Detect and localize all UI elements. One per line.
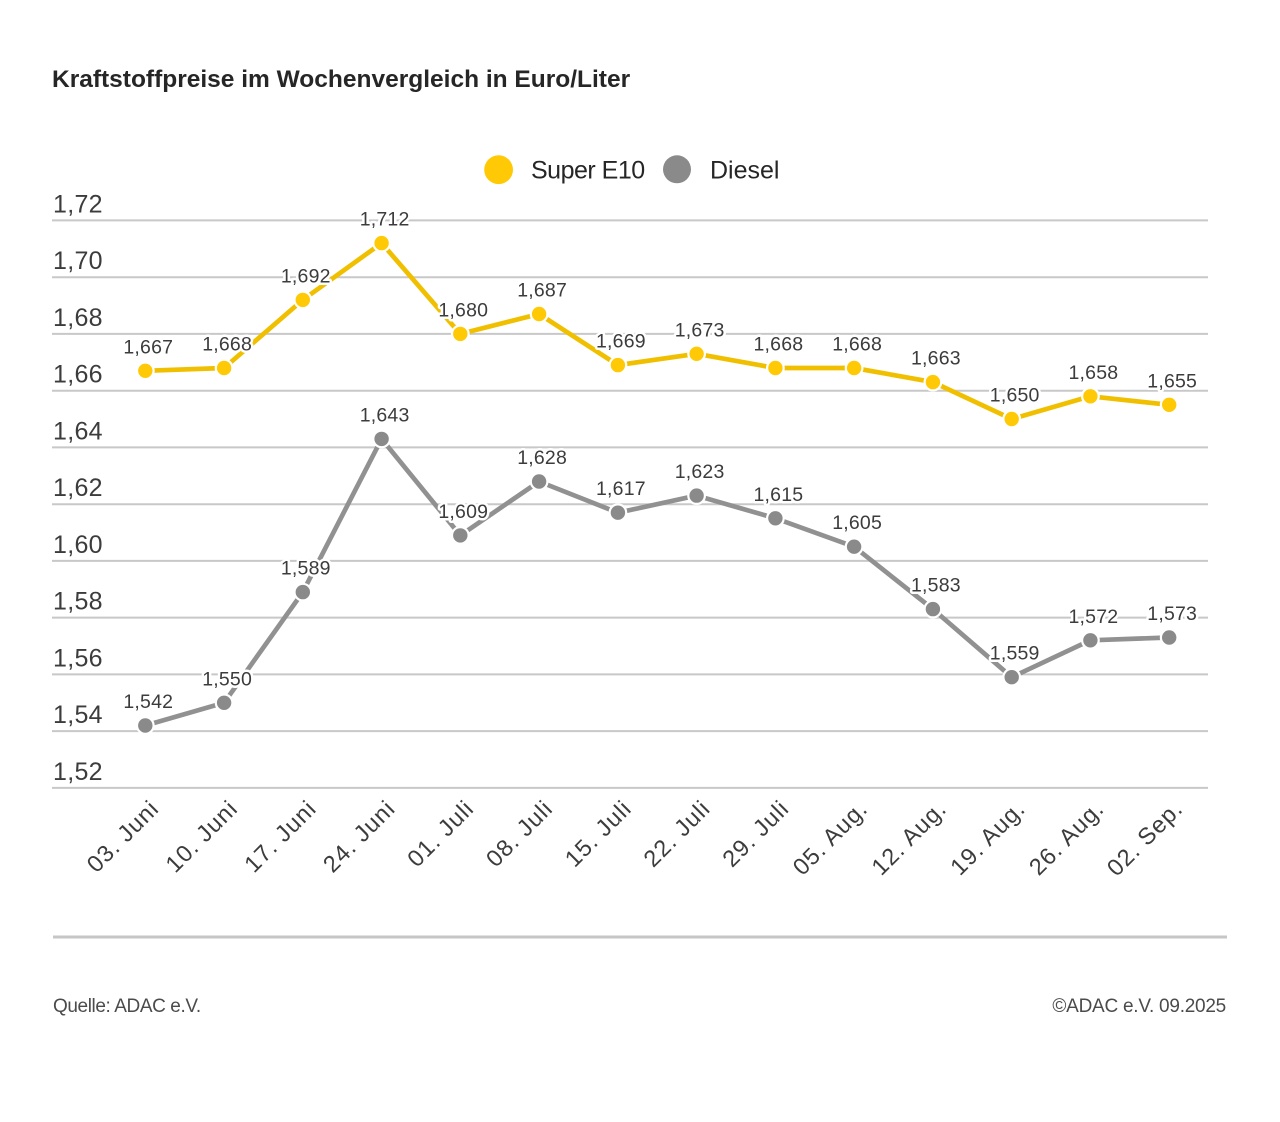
svg-text:02. Sep.: 02. Sep.	[1102, 795, 1188, 881]
svg-text:26. Aug.: 26. Aug.	[1024, 795, 1109, 880]
svg-text:1,573: 1,573	[1147, 603, 1197, 625]
svg-text:1,663: 1,663	[911, 348, 961, 370]
svg-text:Quelle: ADAC e.V.: Quelle: ADAC e.V.	[53, 996, 201, 1017]
svg-text:1,628: 1,628	[517, 447, 567, 469]
svg-text:08. Juli: 08. Juli	[481, 795, 558, 872]
svg-text:05. Aug.: 05. Aug.	[788, 795, 873, 880]
svg-text:1,617: 1,617	[596, 478, 646, 500]
svg-text:1,623: 1,623	[675, 461, 725, 483]
svg-text:01. Juli: 01. Juli	[402, 795, 479, 872]
svg-text:19. Aug.: 19. Aug.	[945, 795, 1030, 880]
svg-text:1,68: 1,68	[53, 304, 103, 332]
svg-text:1,643: 1,643	[360, 404, 410, 426]
svg-text:1,615: 1,615	[753, 484, 803, 506]
svg-text:29. Juli: 29. Juli	[717, 795, 794, 872]
svg-text:10. Juni: 10. Juni	[160, 795, 242, 877]
svg-text:1,559: 1,559	[990, 643, 1040, 665]
svg-text:1,550: 1,550	[202, 668, 252, 690]
svg-text:1,655: 1,655	[1147, 370, 1197, 392]
svg-text:1,589: 1,589	[281, 558, 331, 580]
svg-text:Diesel: Diesel	[710, 157, 779, 185]
svg-text:17. Juni: 17. Juni	[239, 795, 321, 877]
svg-text:1,667: 1,667	[123, 336, 173, 358]
svg-text:1,54: 1,54	[53, 701, 103, 729]
svg-text:1,687: 1,687	[517, 280, 567, 302]
svg-text:1,64: 1,64	[53, 417, 103, 445]
svg-text:1,650: 1,650	[990, 385, 1040, 407]
svg-text:1,56: 1,56	[53, 644, 103, 672]
svg-text:1,62: 1,62	[53, 474, 103, 502]
svg-text:1,692: 1,692	[281, 265, 331, 287]
svg-text:1,669: 1,669	[596, 331, 646, 353]
svg-text:1,609: 1,609	[438, 501, 488, 523]
svg-text:1,72: 1,72	[53, 190, 103, 218]
svg-text:1,668: 1,668	[832, 334, 882, 356]
svg-text:1,70: 1,70	[53, 247, 103, 275]
svg-text:©ADAC e.V. 09.2025: ©ADAC e.V. 09.2025	[1052, 996, 1226, 1017]
svg-text:1,572: 1,572	[1068, 606, 1118, 628]
svg-text:Super E10: Super E10	[531, 157, 645, 185]
svg-text:1,668: 1,668	[753, 334, 803, 356]
svg-text:Kraftstoffpreise im Wochenverg: Kraftstoffpreise im Wochenvergleich in E…	[52, 66, 631, 93]
svg-text:22. Juli: 22. Juli	[638, 795, 715, 872]
svg-text:1,673: 1,673	[675, 319, 725, 341]
svg-text:1,52: 1,52	[53, 758, 103, 786]
svg-text:1,66: 1,66	[53, 361, 103, 389]
svg-text:1,605: 1,605	[832, 512, 882, 534]
svg-text:1,668: 1,668	[202, 334, 252, 356]
svg-text:1,680: 1,680	[438, 299, 488, 321]
svg-text:1,60: 1,60	[53, 531, 103, 559]
svg-text:24. Juni: 24. Juni	[318, 795, 400, 877]
svg-text:1,712: 1,712	[360, 209, 410, 231]
svg-text:03. Juni: 03. Juni	[82, 795, 164, 877]
svg-text:1,583: 1,583	[911, 575, 961, 597]
svg-text:12. Aug.: 12. Aug.	[866, 795, 951, 880]
svg-text:1,58: 1,58	[53, 588, 103, 616]
svg-text:1,658: 1,658	[1068, 362, 1118, 384]
svg-text:1,542: 1,542	[123, 691, 173, 713]
svg-text:15. Juli: 15. Juli	[560, 795, 637, 872]
